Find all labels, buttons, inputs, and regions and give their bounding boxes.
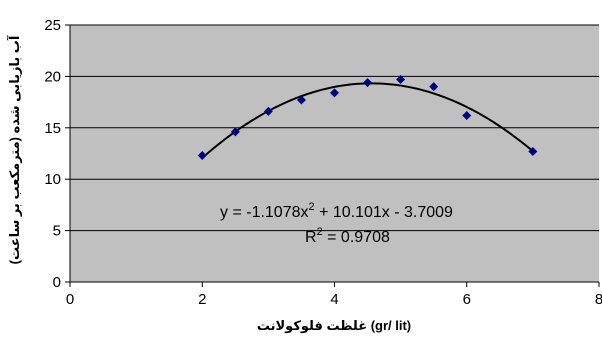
y-tick-label-15: 15	[44, 120, 61, 137]
data-point-5	[330, 88, 339, 98]
data-point-4	[296, 95, 306, 105]
trendline-equation: y = -1.1078x2 + 10.101x - 3.7009	[220, 201, 453, 221]
x-tick-label-2: 2	[198, 291, 206, 308]
data-point-6	[363, 78, 373, 88]
y-tick-label-0: 0	[53, 274, 61, 291]
data-points	[197, 74, 538, 161]
x-axis-title: غلظت فلوکولانت (gr/ lit)	[257, 318, 411, 333]
gridlines	[70, 24, 599, 232]
plot-area	[70, 25, 599, 282]
data-point-1	[197, 151, 207, 161]
r-squared: R2 = 0.9708	[305, 226, 390, 246]
y-tick-label-5: 5	[53, 223, 61, 240]
x-tick-label-6: 6	[463, 291, 471, 308]
y-tick-label-25: 25	[44, 17, 61, 34]
data-point-8	[429, 82, 439, 92]
data-point-3	[263, 106, 273, 116]
y-axis-title: آب بازیابی شده (مترمکعب بر ساعت)	[6, 35, 22, 264]
data-point-10	[528, 146, 538, 156]
ticks: 0 5 10 15 20 25 0 2 4 6 8	[44, 17, 602, 308]
x-tick-label-8: 8	[595, 291, 602, 308]
y-tick-label-10: 10	[44, 171, 61, 188]
x-tick-label-4: 4	[330, 291, 338, 308]
x-tick-label-0: 0	[66, 291, 74, 308]
data-point-9	[462, 110, 472, 120]
data-point-7	[396, 74, 406, 84]
y-tick-label-20: 20	[44, 68, 61, 85]
data-point-2	[230, 127, 240, 137]
